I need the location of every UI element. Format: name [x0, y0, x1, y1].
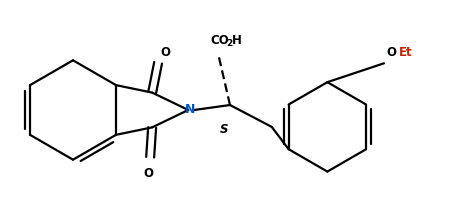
Text: H: H [232, 34, 241, 47]
Text: CO: CO [210, 34, 229, 47]
Text: Et: Et [399, 46, 413, 59]
Text: S: S [220, 123, 228, 136]
Text: O: O [160, 46, 170, 59]
Text: O: O [386, 46, 396, 59]
Text: 2: 2 [227, 39, 233, 48]
Text: N: N [185, 103, 196, 117]
Text: O: O [143, 167, 153, 180]
